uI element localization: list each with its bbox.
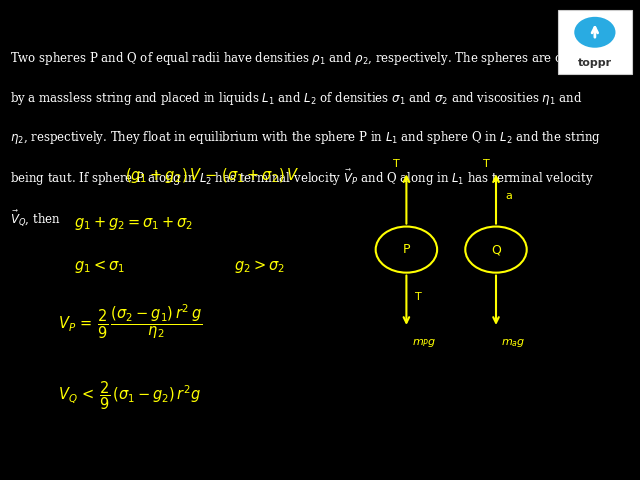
Text: $V_Q\,<\,\dfrac{2}{9}\,(\sigma_1 - \mathit{g}_2)\,r^2 g$: $V_Q\,<\,\dfrac{2}{9}\,(\sigma_1 - \math… bbox=[58, 380, 201, 412]
Text: $V_P\,=\,\dfrac{2}{9}\,\dfrac{(\sigma_2 - \mathit{g}_1)\,r^2\,g}{\eta_2}$: $V_P\,=\,\dfrac{2}{9}\,\dfrac{(\sigma_2 … bbox=[58, 302, 202, 341]
Text: T: T bbox=[415, 292, 422, 302]
Text: $\mathit{g}_1 < \sigma_1$: $\mathit{g}_1 < \sigma_1$ bbox=[74, 258, 125, 275]
Text: $\eta_2$, respectively. They float in equilibrium with the sphere P in $L_1$ and: $\eta_2$, respectively. They float in eq… bbox=[10, 129, 602, 146]
Text: being taut. If sphere P along in $L_2$ has terminal velocity $\vec{V}_P$ and Q a: being taut. If sphere P along in $L_2$ h… bbox=[10, 168, 594, 189]
Text: Two spheres P and Q of equal radii have densities $\rho_1$ and $\rho_2$, respect: Two spheres P and Q of equal radii have … bbox=[10, 50, 618, 67]
Text: P: P bbox=[403, 243, 410, 256]
FancyBboxPatch shape bbox=[558, 10, 632, 74]
Text: by a massless string and placed in liquids $L_1$ and $L_2$ of densities $\sigma_: by a massless string and placed in liqui… bbox=[10, 90, 582, 107]
Text: $\vec{V}_Q$, then: $\vec{V}_Q$, then bbox=[10, 208, 61, 228]
Text: T: T bbox=[483, 159, 490, 169]
Text: $\mathit{g}_2 > \sigma_2$: $\mathit{g}_2 > \sigma_2$ bbox=[234, 258, 284, 275]
Text: $m_P g$: $m_P g$ bbox=[412, 337, 436, 349]
Text: $(\mathit{g}_1 + \mathit{g}_2)\,V\,-\,(\sigma_1 + \sigma_2)\,V$: $(\mathit{g}_1 + \mathit{g}_2)\,V\,-\,(\… bbox=[125, 166, 299, 185]
Text: $m_a g$: $m_a g$ bbox=[501, 337, 525, 349]
Text: Q: Q bbox=[491, 243, 501, 256]
Text: $\mathit{g}_1 + \mathit{g}_2 = \sigma_1 + \sigma_2$: $\mathit{g}_1 + \mathit{g}_2 = \sigma_1 … bbox=[74, 215, 193, 232]
Text: T: T bbox=[394, 159, 400, 169]
Circle shape bbox=[574, 17, 616, 48]
Text: toppr: toppr bbox=[578, 58, 612, 68]
Text: a: a bbox=[506, 191, 513, 201]
